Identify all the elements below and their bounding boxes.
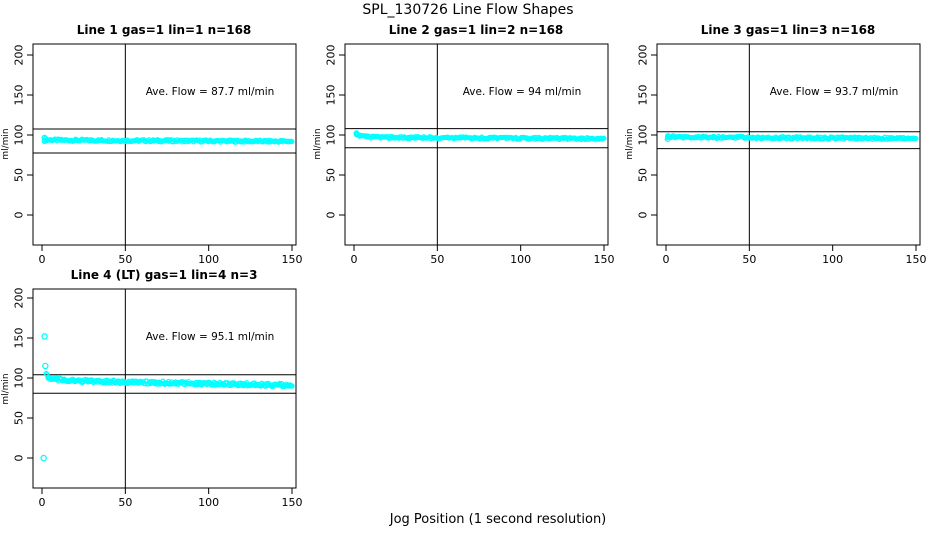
data-point	[664, 135, 671, 143]
data-point	[913, 135, 919, 141]
data-point	[40, 454, 47, 462]
plot-box	[344, 43, 609, 246]
x-tick-label: 0	[39, 496, 46, 509]
plot-line-2-canvas: Line 2 gas=1 lin=2 n=168 ml/min Ave. Flo…	[313, 23, 615, 266]
y-tick-label: 150	[325, 85, 338, 106]
subplot-line-2: Line 2 gas=1 lin=2 n=168 ml/min Ave. Flo…	[312, 22, 615, 275]
x-tick-label: 150	[282, 253, 303, 266]
data-point	[601, 135, 607, 141]
x-tick-label: 50	[742, 253, 756, 266]
data-point	[364, 134, 370, 140]
subplot-title-line-4: Line 4 (LT) gas=1 lin=4 n=3	[71, 268, 258, 282]
y-axis-label-ml-min: ml/min	[1, 373, 11, 404]
data-point	[41, 134, 48, 141]
x-tick-label: 50	[118, 496, 132, 509]
y-tick-label: 100	[325, 125, 338, 146]
x-tick-label: 100	[510, 253, 531, 266]
y-axis-label-ml-min: ml/min	[625, 128, 635, 159]
y-tick-label: 0	[637, 212, 650, 219]
x-tick-label: 0	[351, 253, 358, 266]
y-tick-label: 50	[13, 168, 26, 182]
y-tick-label: 50	[325, 168, 338, 182]
plot-line-3-canvas: Line 3 gas=1 lin=3 n=168 ml/min Ave. Flo…	[625, 23, 927, 266]
subplot-line-3: Line 3 gas=1 lin=3 n=168 ml/min Ave. Flo…	[624, 22, 927, 275]
avg-flow-annotation: Ave. Flow = 93.7 ml/min	[770, 86, 899, 98]
y-tick-label: 200	[637, 45, 650, 66]
x-tick-label: 100	[198, 253, 219, 266]
data-point	[42, 362, 49, 370]
x-tick-label: 150	[594, 253, 615, 266]
y-tick-label: 0	[13, 212, 26, 219]
x-tick-label: 0	[39, 253, 46, 266]
y-tick-label: 50	[637, 168, 650, 182]
y-tick-label: 200	[325, 45, 338, 66]
plot-box	[32, 288, 297, 489]
data-point	[41, 137, 48, 145]
plot-box	[32, 43, 297, 246]
y-tick-label: 200	[13, 288, 26, 309]
avg-flow-annotation: Ave. Flow = 95.1 ml/min	[146, 331, 275, 343]
y-tick-label: 150	[637, 85, 650, 106]
y-tick-label: 150	[13, 328, 26, 349]
y-tick-label: 100	[13, 368, 26, 389]
y-tick-label: 100	[13, 125, 26, 146]
data-point	[353, 131, 361, 138]
y-axis-label-ml-min: ml/min	[1, 128, 11, 159]
subplot-line-1: Line 1 gas=1 lin=1 n=168 ml/min Ave. Flo…	[0, 22, 303, 275]
plot-line-4-canvas: Line 4 (LT) gas=1 lin=4 n=3 ml/min Ave. …	[1, 268, 303, 509]
plot-line-1-canvas: Line 1 gas=1 lin=1 n=168 ml/min Ave. Flo…	[1, 23, 303, 266]
avg-flow-annotation: Ave. Flow = 87.7 ml/min	[146, 86, 275, 98]
x-tick-label: 100	[822, 253, 843, 266]
data-point	[41, 333, 48, 340]
x-tick-label: 150	[906, 253, 927, 266]
x-tick-label: 100	[198, 496, 219, 509]
data-point	[289, 383, 295, 389]
figure-title: SPL_130726 Line Flow Shapes	[362, 2, 574, 18]
y-tick-label: 0	[13, 455, 26, 462]
data-point	[664, 133, 672, 140]
y-axis-label-ml-min: ml/min	[313, 128, 323, 159]
x-tick-label: 150	[282, 496, 303, 509]
x-tick-label: 0	[663, 253, 670, 266]
subplot-line-4: Line 4 (LT) gas=1 lin=4 n=3 ml/min Ave. …	[0, 267, 303, 523]
y-tick-label: 150	[13, 85, 26, 106]
y-tick-label: 50	[13, 411, 26, 425]
y-tick-label: 200	[13, 45, 26, 66]
x-tick-label: 50	[430, 253, 444, 266]
plot-box	[656, 43, 921, 246]
subplot-title-line-1: Line 1 gas=1 lin=1 n=168	[77, 23, 252, 37]
y-tick-label: 100	[637, 125, 650, 146]
avg-flow-annotation: Ave. Flow = 94 ml/min	[463, 86, 582, 98]
subplot-title-line-3: Line 3 gas=1 lin=3 n=168	[701, 23, 876, 37]
y-tick-label: 0	[325, 212, 338, 219]
subplot-title-line-2: Line 2 gas=1 lin=2 n=168	[389, 23, 564, 37]
x-tick-label: 50	[118, 253, 132, 266]
data-point	[289, 139, 295, 145]
x-axis-title: Jog Position (1 second resolution)	[389, 512, 607, 527]
